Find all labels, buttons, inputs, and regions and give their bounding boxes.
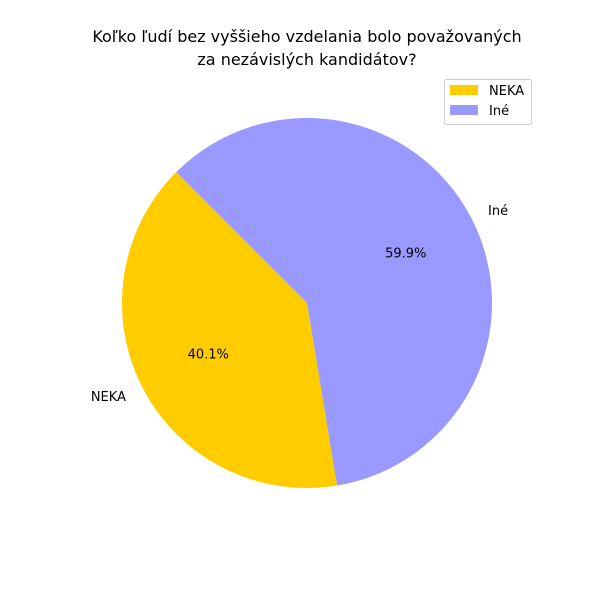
pie-slice-0 — [121, 172, 338, 489]
slice-percent-1: 59.9% — [385, 246, 426, 261]
chart-title-line-1: Koľko ľudí bez vyššieho vzdelania bolo p… — [92, 27, 521, 46]
legend-label-1: Iné — [489, 104, 509, 119]
legend-label-0: NEKA — [489, 84, 524, 99]
legend-swatch-0 — [450, 85, 478, 95]
chart-title-line-2: za nezávislých kandidátov? — [197, 50, 416, 69]
pie-slice-1 — [176, 118, 492, 486]
slice-label-1: Iné — [488, 204, 508, 219]
slice-label-0: NEKA — [91, 390, 126, 405]
pie-slices — [121, 118, 492, 489]
legend: NEKA Iné — [444, 79, 532, 125]
pie-labels: NEKA 40.1% Iné 59.9% — [91, 204, 508, 405]
legend-swatch-1 — [450, 105, 478, 115]
slice-percent-0: 40.1% — [188, 348, 229, 363]
